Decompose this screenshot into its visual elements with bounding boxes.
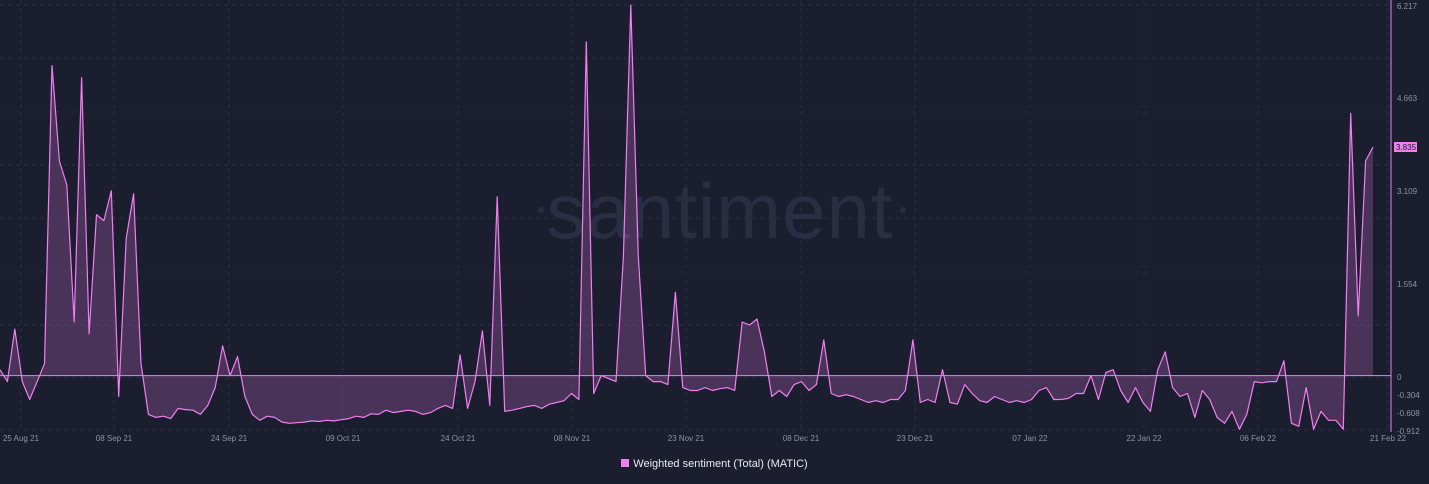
y-tick-label: 0 <box>1397 373 1402 382</box>
y-tick-label: 6.217 <box>1397 2 1418 11</box>
watermark-dot-right <box>900 207 906 213</box>
series-line <box>0 4 1374 430</box>
y-tick-label: 4.663 <box>1397 94 1418 103</box>
last-value-badge-bg <box>1394 142 1417 153</box>
x-tick-label: 06 Feb 22 <box>1240 434 1277 443</box>
y-tick-label: -0.608 <box>1397 409 1420 418</box>
x-tick-label: 22 Jan 22 <box>1126 434 1162 443</box>
chart-legend[interactable]: Weighted sentiment (Total) (MATIC) <box>0 458 1429 470</box>
x-tick-label: 23 Nov 21 <box>668 434 705 443</box>
x-tick-label: 09 Oct 21 <box>326 434 361 443</box>
y-tick-label: -0.304 <box>1397 391 1420 400</box>
y-axis-ticks: 6.217 4.663 3.109 1.554 0 -0.304 -0.608 -0.912 <box>1397 2 1420 436</box>
x-tick-label: 24 Oct 21 <box>441 434 476 443</box>
x-axis-ticks: 25 Aug 21 08 Sep 21 24 Sep 21 09 Oct 21 24 O… <box>3 434 1407 443</box>
watermark-dot-left <box>538 207 544 213</box>
x-tick-label: 08 Sep 21 <box>96 434 133 443</box>
legend-series-name: Weighted sentiment (Total) (MATIC) <box>633 458 808 470</box>
series-area-fill <box>0 5 1373 430</box>
y-tick-label: 3.109 <box>1397 187 1418 196</box>
last-value-badge: 3.835 <box>1394 142 1417 153</box>
x-tick-label: 23 Dec 21 <box>897 434 934 443</box>
x-tick-label: 21 Feb 22 <box>1370 434 1407 443</box>
chart-grid <box>0 0 1391 432</box>
y-tick-label: 1.554 <box>1397 280 1418 289</box>
y-tick-label: -0.912 <box>1397 427 1420 436</box>
x-tick-label: 25 Aug 21 <box>3 434 40 443</box>
last-value-text: 3.835 <box>1396 143 1417 152</box>
x-tick-label: 08 Dec 21 <box>783 434 820 443</box>
legend-swatch <box>621 459 630 467</box>
x-tick-label: 24 Sep 21 <box>211 434 248 443</box>
watermark-text: santiment <box>546 167 893 255</box>
x-tick-label: 07 Jan 22 <box>1012 434 1048 443</box>
x-tick-label: 08 Nov 21 <box>554 434 591 443</box>
